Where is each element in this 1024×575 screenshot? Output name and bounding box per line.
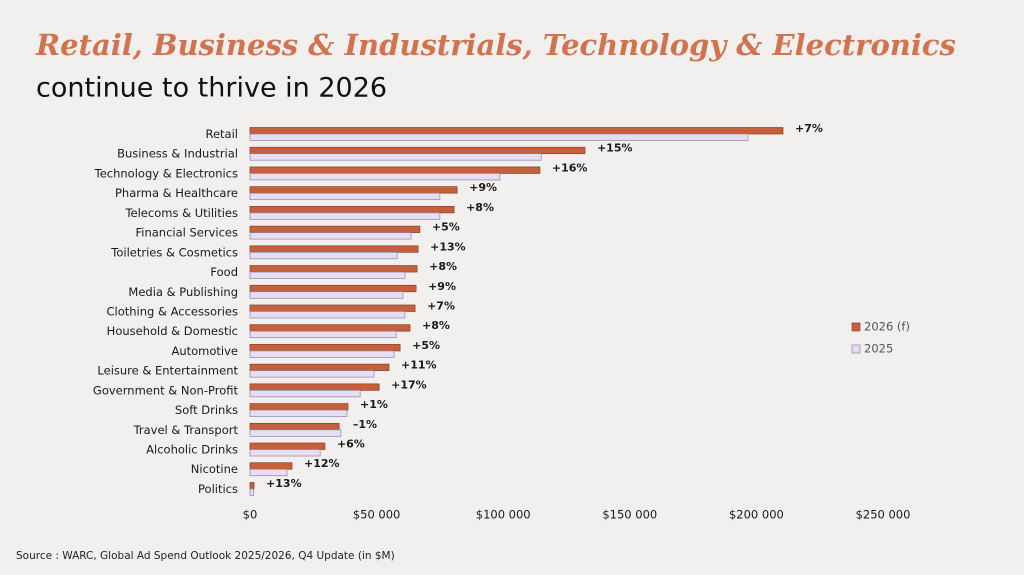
growth-label: +1% [360, 398, 388, 411]
bar [249, 271, 406, 279]
bar [249, 482, 255, 490]
growth-label: +13% [266, 477, 302, 490]
bar [249, 429, 342, 437]
bar [249, 422, 340, 431]
x-tick-label: $200 000 [729, 508, 784, 522]
bar [249, 304, 416, 312]
bar [249, 166, 541, 174]
bar [249, 370, 375, 378]
category-label: Pharma & Healthcare [115, 186, 238, 200]
source-note: Source : WARC, Global Ad Spend Outlook 2… [16, 550, 395, 562]
category-label: Alcoholic Drinks [146, 443, 238, 457]
bar [249, 206, 455, 214]
bar [249, 488, 254, 496]
x-tick-label: $50 000 [353, 508, 401, 522]
bar [249, 403, 349, 411]
bar [249, 225, 421, 233]
growth-label: +6% [337, 438, 365, 451]
chart-title: Retail, Business & Industrials, Technolo… [35, 28, 956, 62]
growth-label: +12% [304, 457, 340, 470]
category-label: Business & Industrial [117, 147, 238, 161]
bar [249, 311, 406, 319]
bar [249, 468, 288, 477]
bar [249, 265, 418, 273]
bar [249, 146, 586, 155]
growth-label: +15% [597, 142, 633, 155]
legend-label: 2025 [864, 342, 893, 356]
bar [249, 350, 395, 358]
bar [249, 449, 321, 457]
growth-label: +8% [466, 201, 494, 214]
category-label: Media & Publishing [128, 285, 238, 299]
category-label: Toiletries & Cosmetics [110, 245, 238, 259]
category-label: Politics [198, 482, 238, 496]
bar [249, 344, 401, 352]
bar [249, 153, 542, 161]
growth-label: –1% [353, 418, 377, 431]
growth-label: +7% [795, 122, 823, 135]
chart-subtitle: continue to thrive in 2026 [36, 73, 387, 104]
category-label: Nicotine [191, 462, 238, 476]
bar [249, 133, 749, 141]
category-label: Clothing & Accessories [106, 304, 238, 318]
category-label: Travel & Transport [133, 423, 239, 437]
bar [249, 127, 784, 135]
x-tick-label: $100 000 [476, 508, 531, 522]
bar [249, 291, 404, 299]
x-tick-label: $150 000 [602, 508, 657, 522]
growth-label: +9% [428, 280, 456, 293]
legend-label: 2026 (f) [864, 320, 910, 334]
legend-swatch [851, 344, 861, 354]
bar [249, 251, 398, 260]
category-label: Technology & Electronics [94, 166, 238, 180]
growth-label: +8% [422, 319, 450, 332]
growth-label: +13% [430, 240, 466, 253]
growth-label: +16% [552, 161, 588, 174]
growth-label: +7% [427, 299, 455, 312]
bar [249, 324, 411, 332]
growth-label: +5% [412, 339, 440, 352]
growth-label: +8% [429, 260, 457, 273]
category-label: Financial Services [135, 226, 238, 240]
growth-label: +11% [401, 359, 437, 372]
category-label: Food [210, 265, 238, 279]
category-label: Telecoms & Utilities [124, 206, 238, 220]
category-label: Automotive [171, 344, 238, 358]
growth-label: +17% [391, 378, 427, 391]
category-label: Leisure & Entertainment [97, 364, 238, 378]
bar [249, 390, 361, 398]
growth-label: +5% [432, 221, 460, 234]
growth-label: +9% [469, 181, 497, 194]
bar [249, 245, 419, 253]
category-label: Retail [206, 127, 239, 141]
bar [249, 462, 293, 470]
bar [249, 212, 441, 220]
bar [249, 284, 417, 293]
bar [249, 186, 458, 194]
legend-swatch [851, 322, 861, 332]
bar [249, 173, 501, 181]
bar [249, 192, 441, 201]
category-label: Soft Drinks [175, 403, 238, 417]
category-label: Government & Non-Profit [93, 383, 239, 397]
category-label: Household & Domestic [107, 324, 238, 338]
bar [249, 409, 348, 417]
bar [249, 383, 380, 391]
bar [249, 363, 390, 371]
bar [249, 330, 397, 339]
x-tick-label: $0 [243, 508, 258, 522]
bar [249, 232, 412, 240]
x-tick-label: $250 000 [856, 508, 911, 522]
bar [249, 442, 326, 450]
